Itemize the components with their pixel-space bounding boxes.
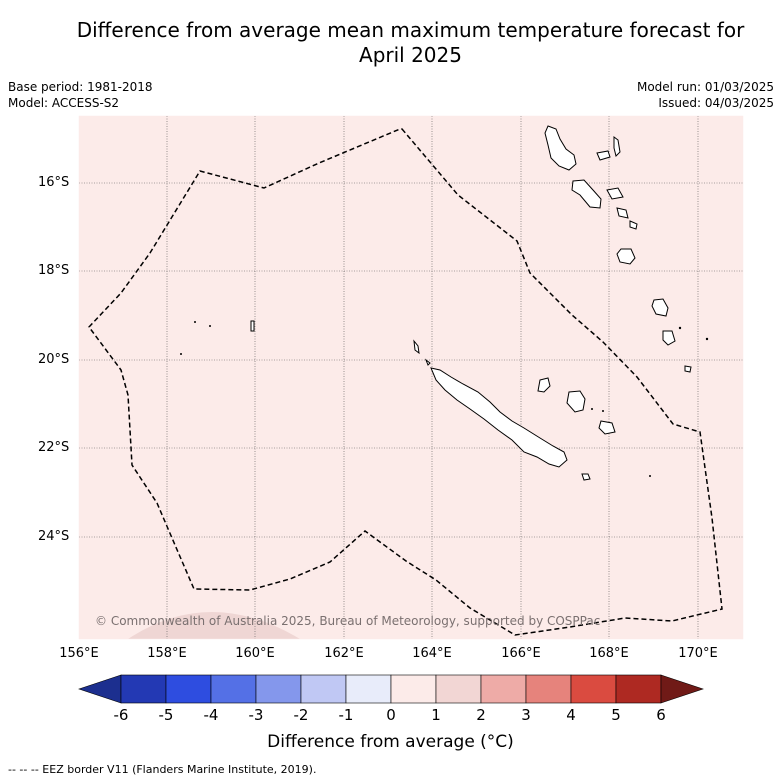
islet-4 [705,337,709,341]
cb-tick-label: -3 [248,706,264,724]
gridlines [79,116,743,639]
landmasses [250,125,692,481]
lat-label-24s: 24°S [38,529,70,544]
island-small-nc [424,358,431,366]
cb-tick-label: 4 [566,706,576,724]
colorbar-segment-8 [435,674,482,704]
island-mare [598,420,616,435]
island-efate [616,248,636,265]
island-lifou [566,390,586,413]
colorbar-extend-high [660,674,704,704]
islet-8 [602,410,604,412]
issued-text: Issued: 04/03/2025 [658,96,774,110]
cb-tick-label: -2 [293,706,309,724]
island-aneityum [684,365,692,373]
colorbar-segment-1 [120,674,167,704]
cb-tick-label: -1 [338,706,354,724]
lon-label-170e: 170°E [678,646,718,661]
colorbar [78,674,704,704]
title-line-2: April 2025 [359,43,462,67]
colorbar-segment-10 [525,674,572,704]
colorbar-segment-6 [345,674,392,704]
colorbar-title: Difference from average (°C) [267,732,514,752]
watermark-shape [128,612,300,639]
cb-tick-label: 6 [656,706,666,724]
islet-2 [209,325,211,327]
island-new-caledonia [430,367,568,468]
eez-legend-text: -- -- -- EEZ border V11 (Flanders Marine… [8,763,317,776]
lon-label-168e: 168°E [589,646,629,661]
colorbar-segment-11 [570,674,617,704]
lon-label-166e: 166°E [501,646,541,661]
lon-label-164e: 164°E [412,646,452,661]
colorbar-segment-12 [615,674,662,704]
lon-label-158e: 158°E [147,646,187,661]
colorbar-segment-5 [300,674,347,704]
lon-label-162e: 162°E [324,646,364,661]
island-ouvea [537,377,551,393]
cb-tick-label: 0 [386,706,396,724]
colorbar-segment-9 [480,674,527,704]
cb-tick-label: 1 [431,706,441,724]
islet-3 [180,353,182,355]
island-shepherd [629,220,638,230]
island-malekula [571,179,602,209]
lat-label-18s: 18°S [38,263,70,278]
islet-5 [678,326,682,330]
map-title: Difference from average mean maximum tem… [40,18,781,68]
island-epi [616,207,629,219]
model-text: Model: ACCESS-S2 [8,96,120,110]
lon-label-160e: 160°E [235,646,275,661]
lon-label-156e: 156°E [59,646,99,661]
cb-tick-label: 2 [476,706,486,724]
island-pines [581,473,591,481]
colorbar-segment-7 [390,674,437,704]
map-frame [78,115,744,640]
model-run-text: Model run: 01/03/2025 [636,80,774,94]
map-panel [79,116,743,639]
title-line-1: Difference from average mean maximum tem… [76,18,745,42]
copyright-text: © Commonwealth of Australia 2025, Bureau… [95,614,601,628]
eez-border [88,128,723,636]
small-islets [180,321,709,477]
cb-tick-label: 5 [611,706,621,724]
cb-tick-label: 3 [521,706,531,724]
cb-tick-label: -6 [113,706,129,724]
island-erromango [651,298,669,317]
base-period-text: Base period: 1981-2018 [8,80,153,94]
island-tanna [662,330,676,346]
island-maewo-area [596,150,611,161]
island-chesterfield [250,320,255,332]
colorbar-segment-2 [165,674,212,704]
lat-label-20s: 20°S [38,352,70,367]
colorbar-segment-4 [255,674,302,704]
island-pentecost [613,136,621,157]
island-belep [413,339,420,355]
colorbar-extend-low [78,674,122,704]
islet-1 [194,321,196,323]
island-espiritu-santo [544,125,577,171]
meta-left: Base period: 1981-2018 Model: ACCESS-S2 [8,79,153,111]
meta-right: Model run: 01/03/2025 Issued: 04/03/2025 [637,79,774,111]
islet-6 [649,475,651,477]
cb-tick-label: -5 [158,706,174,724]
cb-tick-label: -4 [203,706,219,724]
islet-7 [591,408,593,410]
colorbar-segment-3 [210,674,257,704]
lat-label-16s: 16°S [38,175,70,190]
lat-label-22s: 22°S [38,440,70,455]
island-ambrym [606,187,624,200]
